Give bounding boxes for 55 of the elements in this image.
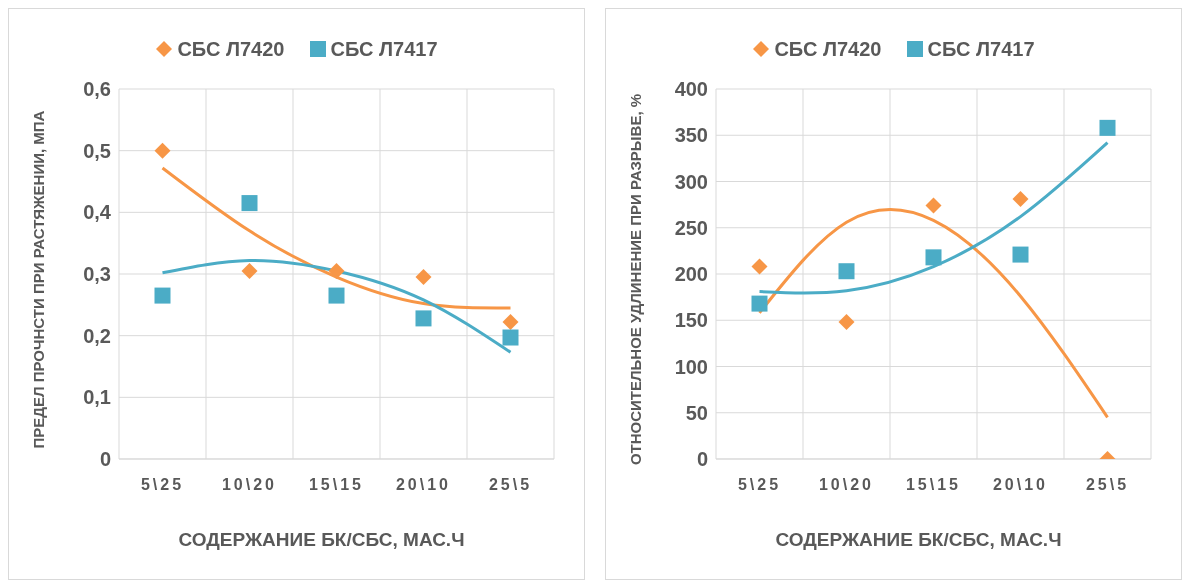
x-tick-label: 10\20 <box>818 476 875 494</box>
y-tick-label: 0,6 <box>83 78 111 101</box>
point <box>925 197 942 214</box>
y-tick-label: 0,5 <box>83 139 111 162</box>
legend-label: СБС Л7417 <box>926 37 1035 61</box>
y-tick-label: 150 <box>674 309 708 332</box>
x-tick-label: 25\5 <box>1085 476 1130 494</box>
y-tick-label: 350 <box>674 124 708 147</box>
x-tick-label: 25\5 <box>488 476 533 494</box>
point <box>415 269 432 286</box>
y-tick-label: 50 <box>685 401 708 424</box>
legend-label: СБС Л7417 <box>329 37 438 61</box>
y-tick-label: 0,4 <box>83 201 112 224</box>
point <box>838 314 855 331</box>
y-tick-label: 0,1 <box>83 386 111 409</box>
y-tick-label: 0,2 <box>83 324 111 347</box>
point <box>751 258 768 275</box>
point <box>502 314 519 331</box>
point <box>1012 191 1029 208</box>
x-tick-label: 20\10 <box>992 476 1049 494</box>
line-series <box>758 141 1109 295</box>
y-tick-label: 250 <box>674 216 708 239</box>
x-tick-label: 5\25 <box>737 476 782 494</box>
y-tick-label: 0,3 <box>83 263 111 286</box>
y-tick-label: 300 <box>674 170 708 193</box>
x-tick-label: 5\25 <box>140 476 185 494</box>
legend-label: СБС Л7420 <box>176 37 285 61</box>
x-tick-label: 20\10 <box>395 476 452 494</box>
point <box>328 262 345 279</box>
point <box>1099 119 1116 136</box>
point <box>751 295 768 312</box>
x-tick-label: 15\15 <box>308 476 365 494</box>
line-series <box>161 166 512 310</box>
y-tick-label: 100 <box>674 355 708 378</box>
point <box>154 287 171 304</box>
y-tick-label: 400 <box>674 78 708 101</box>
point <box>838 263 855 280</box>
point <box>925 249 942 266</box>
point <box>241 195 258 212</box>
point <box>415 310 432 327</box>
y-axis-title: ОТНОСИТЕЛЬНОЕ УДЛИНЕНИЕ ПРИ РАЗРЫВЕ, % <box>627 93 645 465</box>
point <box>1012 246 1029 263</box>
point <box>502 329 519 346</box>
x-axis-title: СОДЕРЖАНИЕ БК/СБС, МАС.Ч <box>774 529 1063 551</box>
x-tick-label: 15\15 <box>905 476 962 494</box>
y-tick-label: 0 <box>99 448 111 471</box>
point <box>154 142 171 159</box>
point <box>241 262 258 279</box>
y-tick-label: 0 <box>696 448 708 471</box>
x-axis-title: СОДЕРЖАНИЕ БК/СБС, МАС.Ч <box>177 529 466 551</box>
legend-label: СБС Л7420 <box>773 37 882 61</box>
y-axis-title: ПРЕДЕЛ ПРОЧНСТИ ПРИ РАСТЯЖЕНИИ, МПА <box>30 110 48 448</box>
y-tick-label: 200 <box>674 263 708 286</box>
point <box>328 287 345 304</box>
x-tick-label: 10\20 <box>221 476 278 494</box>
